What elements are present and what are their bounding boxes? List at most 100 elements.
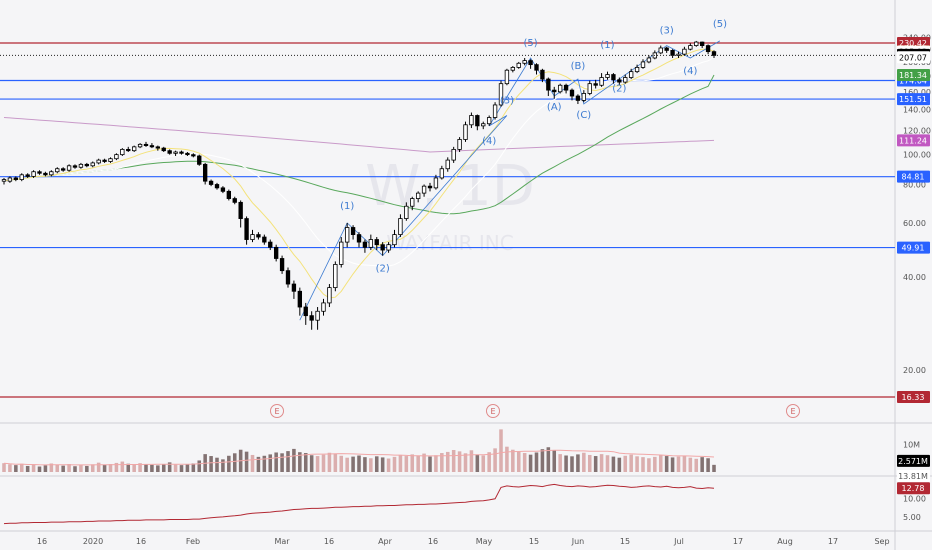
volume-bar [191, 463, 196, 472]
candle-body [327, 287, 332, 304]
candle-body [481, 123, 486, 127]
candle-body [131, 146, 137, 152]
candle-body [49, 171, 54, 176]
volume-bar [333, 453, 338, 472]
candle-body [285, 270, 291, 285]
level-tag-bg [897, 170, 930, 183]
candle-body [623, 77, 628, 83]
candle-body [90, 162, 95, 167]
candle-body [463, 124, 468, 140]
volume-moving-average [3, 449, 715, 466]
candle-body [469, 115, 474, 126]
moving-average-ma200 [3, 117, 715, 153]
candle-body [457, 139, 462, 150]
candle-body [475, 115, 480, 127]
wave-label: (A) [547, 102, 562, 113]
candle-body [552, 89, 557, 93]
volume-bar [416, 455, 420, 472]
volume-bar [292, 448, 296, 472]
wave-label: (B) [571, 61, 586, 72]
candle-body [143, 143, 149, 146]
volume-bar [209, 456, 213, 472]
candle-body [43, 172, 48, 176]
wave-label: (4) [482, 136, 496, 147]
candle-body [19, 174, 24, 180]
candle-body [273, 246, 279, 259]
volume-bar [564, 455, 568, 472]
candle-body [55, 168, 60, 173]
candle-body [344, 227, 350, 243]
candle-body [202, 163, 208, 182]
candle-body [557, 84, 563, 93]
volume-bar [61, 465, 65, 472]
volume-bar [422, 453, 426, 472]
candle-body [486, 117, 492, 125]
candle-body [705, 45, 711, 53]
level-tag: 16.33 [902, 393, 925, 402]
price-axis-tick: 120.00 [903, 126, 931, 135]
volume-bar [587, 454, 592, 472]
candle-body [439, 168, 445, 179]
time-axis: 16 2020 16 Feb Mar 16 Apr 16 May 15 Jun 15 Jul 17 Aug 1… [37, 537, 890, 546]
volume-bar [268, 454, 273, 472]
indicator-tag-bg [897, 470, 930, 482]
earnings-marker[interactable] [270, 404, 284, 418]
candle-body [634, 66, 640, 73]
volume-bar [67, 464, 71, 472]
volume-bar [664, 456, 669, 472]
indicator-tag: 13.81M [898, 472, 928, 481]
volume-bar [49, 463, 54, 472]
volume-bar [635, 456, 639, 472]
candle-body [664, 47, 669, 51]
volume-bar [321, 454, 326, 472]
candle-body [404, 205, 409, 219]
volume-bar [55, 464, 60, 472]
volume-bar [274, 452, 278, 472]
candle-body [516, 62, 521, 68]
candle-body [226, 190, 232, 199]
time-axis-label: Sep [874, 537, 889, 546]
volume-bar [546, 447, 551, 472]
volume-bar [179, 465, 184, 472]
price-axis-tick: 80.00 [903, 180, 926, 189]
level-tag-bg [897, 93, 930, 106]
moving-average-ma50 [3, 74, 715, 215]
indicator-axis-tick: 10.00 [903, 494, 926, 503]
volume-bar [298, 452, 302, 472]
volume-bar [617, 457, 622, 472]
candle-body [268, 241, 273, 248]
earnings-markers: E E E [270, 404, 800, 418]
candle-body [256, 234, 261, 238]
volume-bar [457, 451, 462, 472]
candle-body [581, 93, 587, 101]
candle-body [492, 104, 498, 118]
volume-bar [96, 462, 101, 472]
volume-bar [79, 465, 83, 472]
candle-body [640, 61, 646, 68]
candle-body [208, 180, 214, 185]
candle-body [534, 64, 539, 71]
candle-body [415, 192, 421, 199]
volume-bar [440, 453, 444, 472]
candle-body [303, 306, 308, 317]
earnings-marker[interactable] [486, 404, 500, 418]
candle-body [522, 60, 527, 64]
volume-tag-bg [897, 454, 930, 467]
candle-body [528, 60, 533, 66]
time-axis-label: 16 [136, 537, 146, 546]
time-axis-label: Feb [186, 537, 200, 546]
candle-body [699, 41, 705, 46]
time-axis-label: Mar [274, 537, 290, 546]
volume-bar [197, 460, 202, 472]
earnings-marker[interactable] [786, 404, 800, 418]
candle-body [31, 171, 36, 177]
volume-bar [85, 465, 89, 472]
candle-body [593, 83, 598, 86]
price-axis-tick: 60.00 [903, 219, 926, 228]
price-axis-tick: 40.00 [903, 273, 926, 282]
level-tag-bg [897, 391, 930, 403]
earnings-marker-label: E [790, 407, 795, 416]
price-axis-tick: 100.00 [903, 151, 931, 160]
indicator-line [3, 483, 715, 525]
